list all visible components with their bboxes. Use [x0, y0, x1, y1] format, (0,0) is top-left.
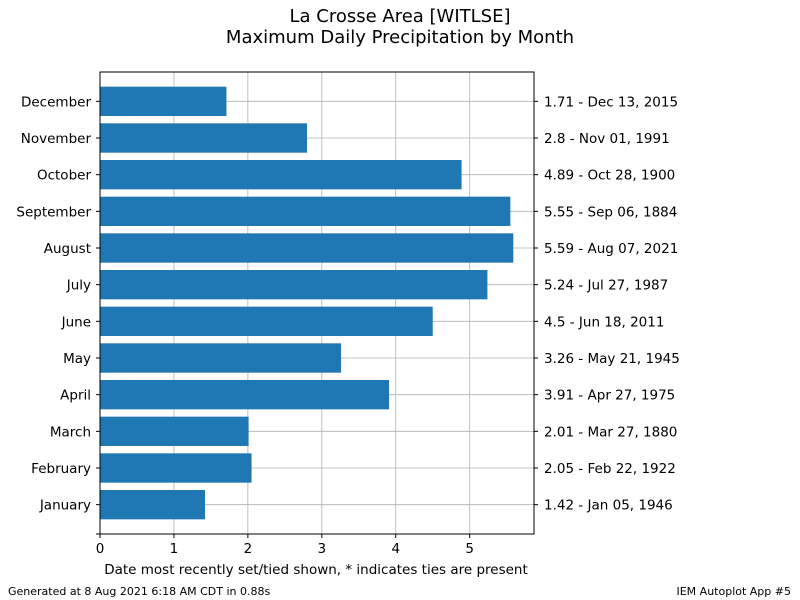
y-tick-label: November: [21, 131, 92, 147]
right-value-label: 2.8 - Nov 01, 1991: [544, 131, 670, 147]
right-value-label: 4.5 - Jun 18, 2011: [544, 314, 664, 330]
y-tick-label: April: [60, 388, 91, 404]
chart-title-line-1: La Crosse Area [WITLSE]: [289, 6, 510, 27]
y-tick-label: January: [39, 498, 91, 514]
x-tick-label: 5: [465, 541, 474, 557]
right-value-label: 5.24 - Jul 27, 1987: [544, 278, 668, 294]
right-value-label: 3.26 - May 21, 1945: [544, 351, 680, 367]
bar-september: [100, 196, 511, 226]
x-tick-label: 3: [318, 541, 327, 557]
bar-october: [100, 160, 462, 190]
bar-november: [100, 123, 308, 153]
bar-december: [100, 86, 227, 116]
y-tick-label: October: [37, 168, 91, 184]
y-tick-label: May: [63, 351, 91, 367]
bar-june: [100, 306, 433, 336]
right-value-label: 4.89 - Oct 28, 1900: [544, 168, 675, 184]
y-tick-label: March: [50, 424, 91, 440]
right-value-label: 1.71 - Dec 13, 2015: [544, 94, 678, 110]
right-value-labels: 1.42 - Jan 05, 1946 2.05 - Feb 22, 1922 2.…: [534, 94, 680, 514]
y-tick-label: February: [31, 461, 91, 477]
right-value-label: 5.55 - Sep 06, 1884: [544, 204, 677, 220]
x-tick-label: 2: [244, 541, 253, 557]
right-value-label: 2.05 - Feb 22, 1922: [544, 461, 676, 477]
right-value-label: 3.91 - Apr 27, 1975: [544, 388, 675, 404]
bars: [100, 86, 514, 520]
plot-frame: [99, 71, 535, 535]
right-value-label: 1.42 - Jan 05, 1946: [544, 498, 673, 514]
footer-app: IEM Autoplot App #5: [676, 585, 791, 598]
right-value-label: 5.59 - Aug 07, 2021: [544, 241, 678, 257]
bar-july: [100, 270, 488, 300]
bar-august: [100, 233, 514, 263]
x-tick-label: 1: [170, 541, 179, 557]
y-tick-label: July: [66, 278, 91, 294]
y-tick-label: August: [44, 241, 91, 257]
bar-may: [100, 343, 342, 373]
bar-february: [100, 453, 252, 483]
y-tick-label: June: [61, 314, 91, 330]
x-tick-label: 0: [96, 541, 105, 557]
x-axis-label: Date most recently set/tied shown, * ind…: [104, 562, 528, 578]
y-axis-ticks: January February March April May June July Augu…: [16, 94, 100, 535]
x-tick-label: 4: [391, 541, 400, 557]
right-value-label: 2.01 - Mar 27, 1880: [544, 424, 677, 440]
bar-march: [100, 416, 249, 446]
chart-title-line-2: Maximum Daily Precipitation by Month: [226, 27, 574, 48]
bar-january: [100, 490, 205, 520]
bar-april: [100, 380, 390, 410]
y-tick-label: September: [16, 204, 91, 220]
footer-generated: Generated at 8 Aug 2021 6:18 AM CDT in 0…: [8, 585, 270, 598]
x-axis-ticks: 0 1 2 3 4 5: [96, 534, 474, 557]
y-tick-label: December: [21, 94, 91, 110]
